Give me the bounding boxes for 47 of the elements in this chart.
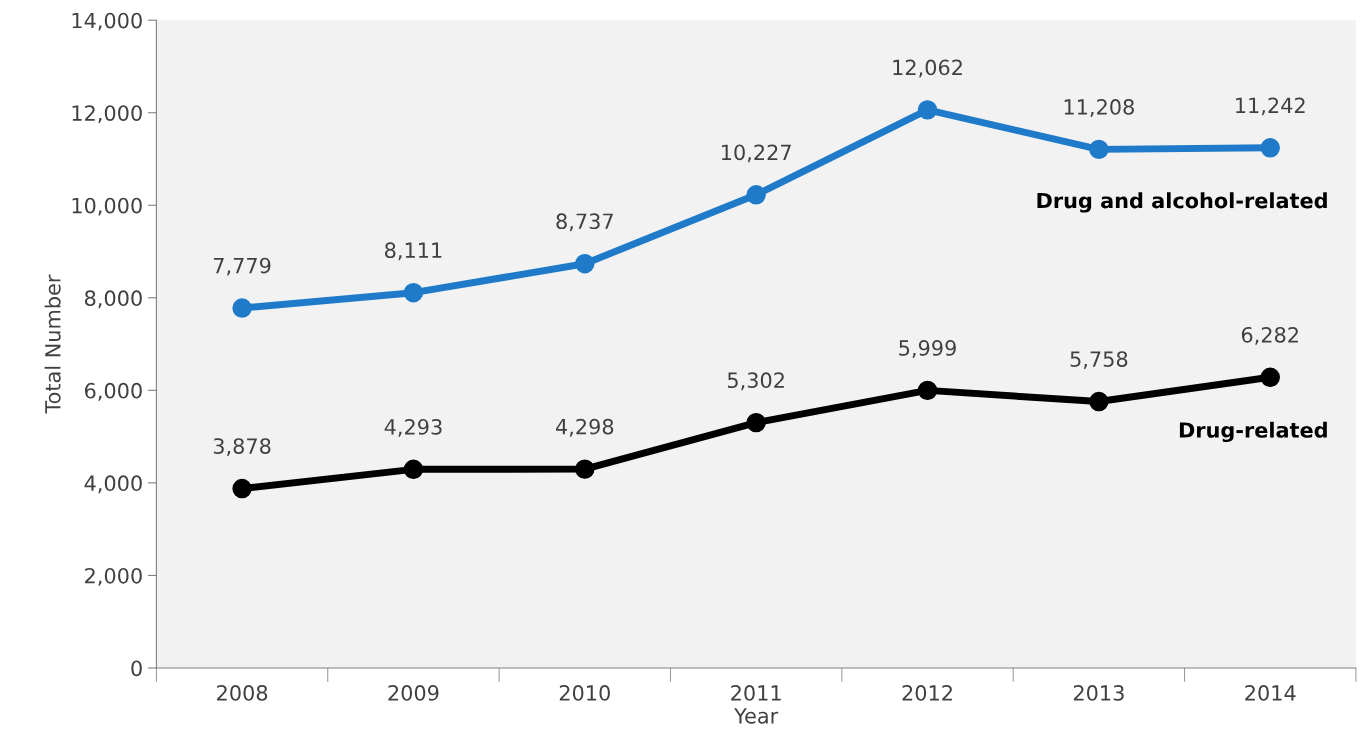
series-label: Drug-related — [1179, 421, 1327, 443]
point — [575, 459, 595, 479]
data-label: 5,999 — [899, 340, 956, 358]
x-tick-label: 2009 — [388, 685, 439, 701]
text: Drug and alcohol-related — [1037, 192, 1327, 213]
data-label: 7,779 — [213, 257, 271, 276]
x-tick-label: 2012 — [902, 685, 952, 701]
x-tick-label: 2014 — [1245, 685, 1296, 701]
point — [917, 380, 938, 401]
point — [403, 459, 424, 480]
data-label: 11,208 — [1064, 99, 1134, 117]
data-label: 8,737 — [556, 213, 613, 232]
data-label: 12,062 — [893, 59, 962, 78]
data-label: 10,227 — [722, 144, 791, 163]
y-tick-label: 10,000 — [72, 197, 142, 216]
y-tick-label: 6,000 — [85, 382, 142, 401]
y-tick-label: 4,000 — [84, 475, 142, 494]
x-tick-label: 2010 — [559, 685, 610, 701]
point — [1260, 138, 1280, 158]
y-tick-label: 2,000 — [85, 567, 142, 586]
data-label: 4,293 — [384, 418, 442, 437]
data-label: 11,242 — [1236, 97, 1305, 116]
point — [1260, 367, 1280, 388]
y-tick-label: 14,000 — [72, 12, 142, 31]
y-axis-title: Total Number — [44, 274, 61, 414]
data-label: 3,878 — [213, 438, 271, 457]
point — [746, 412, 766, 433]
point — [403, 282, 424, 303]
x-axis-title: Year — [734, 708, 779, 724]
point — [746, 185, 766, 205]
data-label: 8,111 — [385, 242, 442, 261]
data-label: 5,302 — [727, 372, 784, 391]
point — [1089, 391, 1109, 412]
point — [917, 100, 938, 120]
x-tick-label: 2011 — [731, 685, 781, 701]
x-tick-label: 2008 — [217, 685, 268, 701]
point — [232, 298, 252, 318]
y-tick-label: 0 — [131, 660, 142, 677]
data-label: 6,282 — [1241, 326, 1298, 345]
point — [232, 478, 252, 499]
point — [1089, 139, 1109, 160]
x-tick-label: 2013 — [1073, 685, 1124, 701]
data-label: 5,758 — [1070, 351, 1128, 370]
data-label: 4,298 — [556, 418, 614, 437]
point — [575, 253, 595, 274]
y-tick-label: 12,000 — [72, 105, 142, 124]
y-tick-label: 8,000 — [84, 290, 142, 309]
